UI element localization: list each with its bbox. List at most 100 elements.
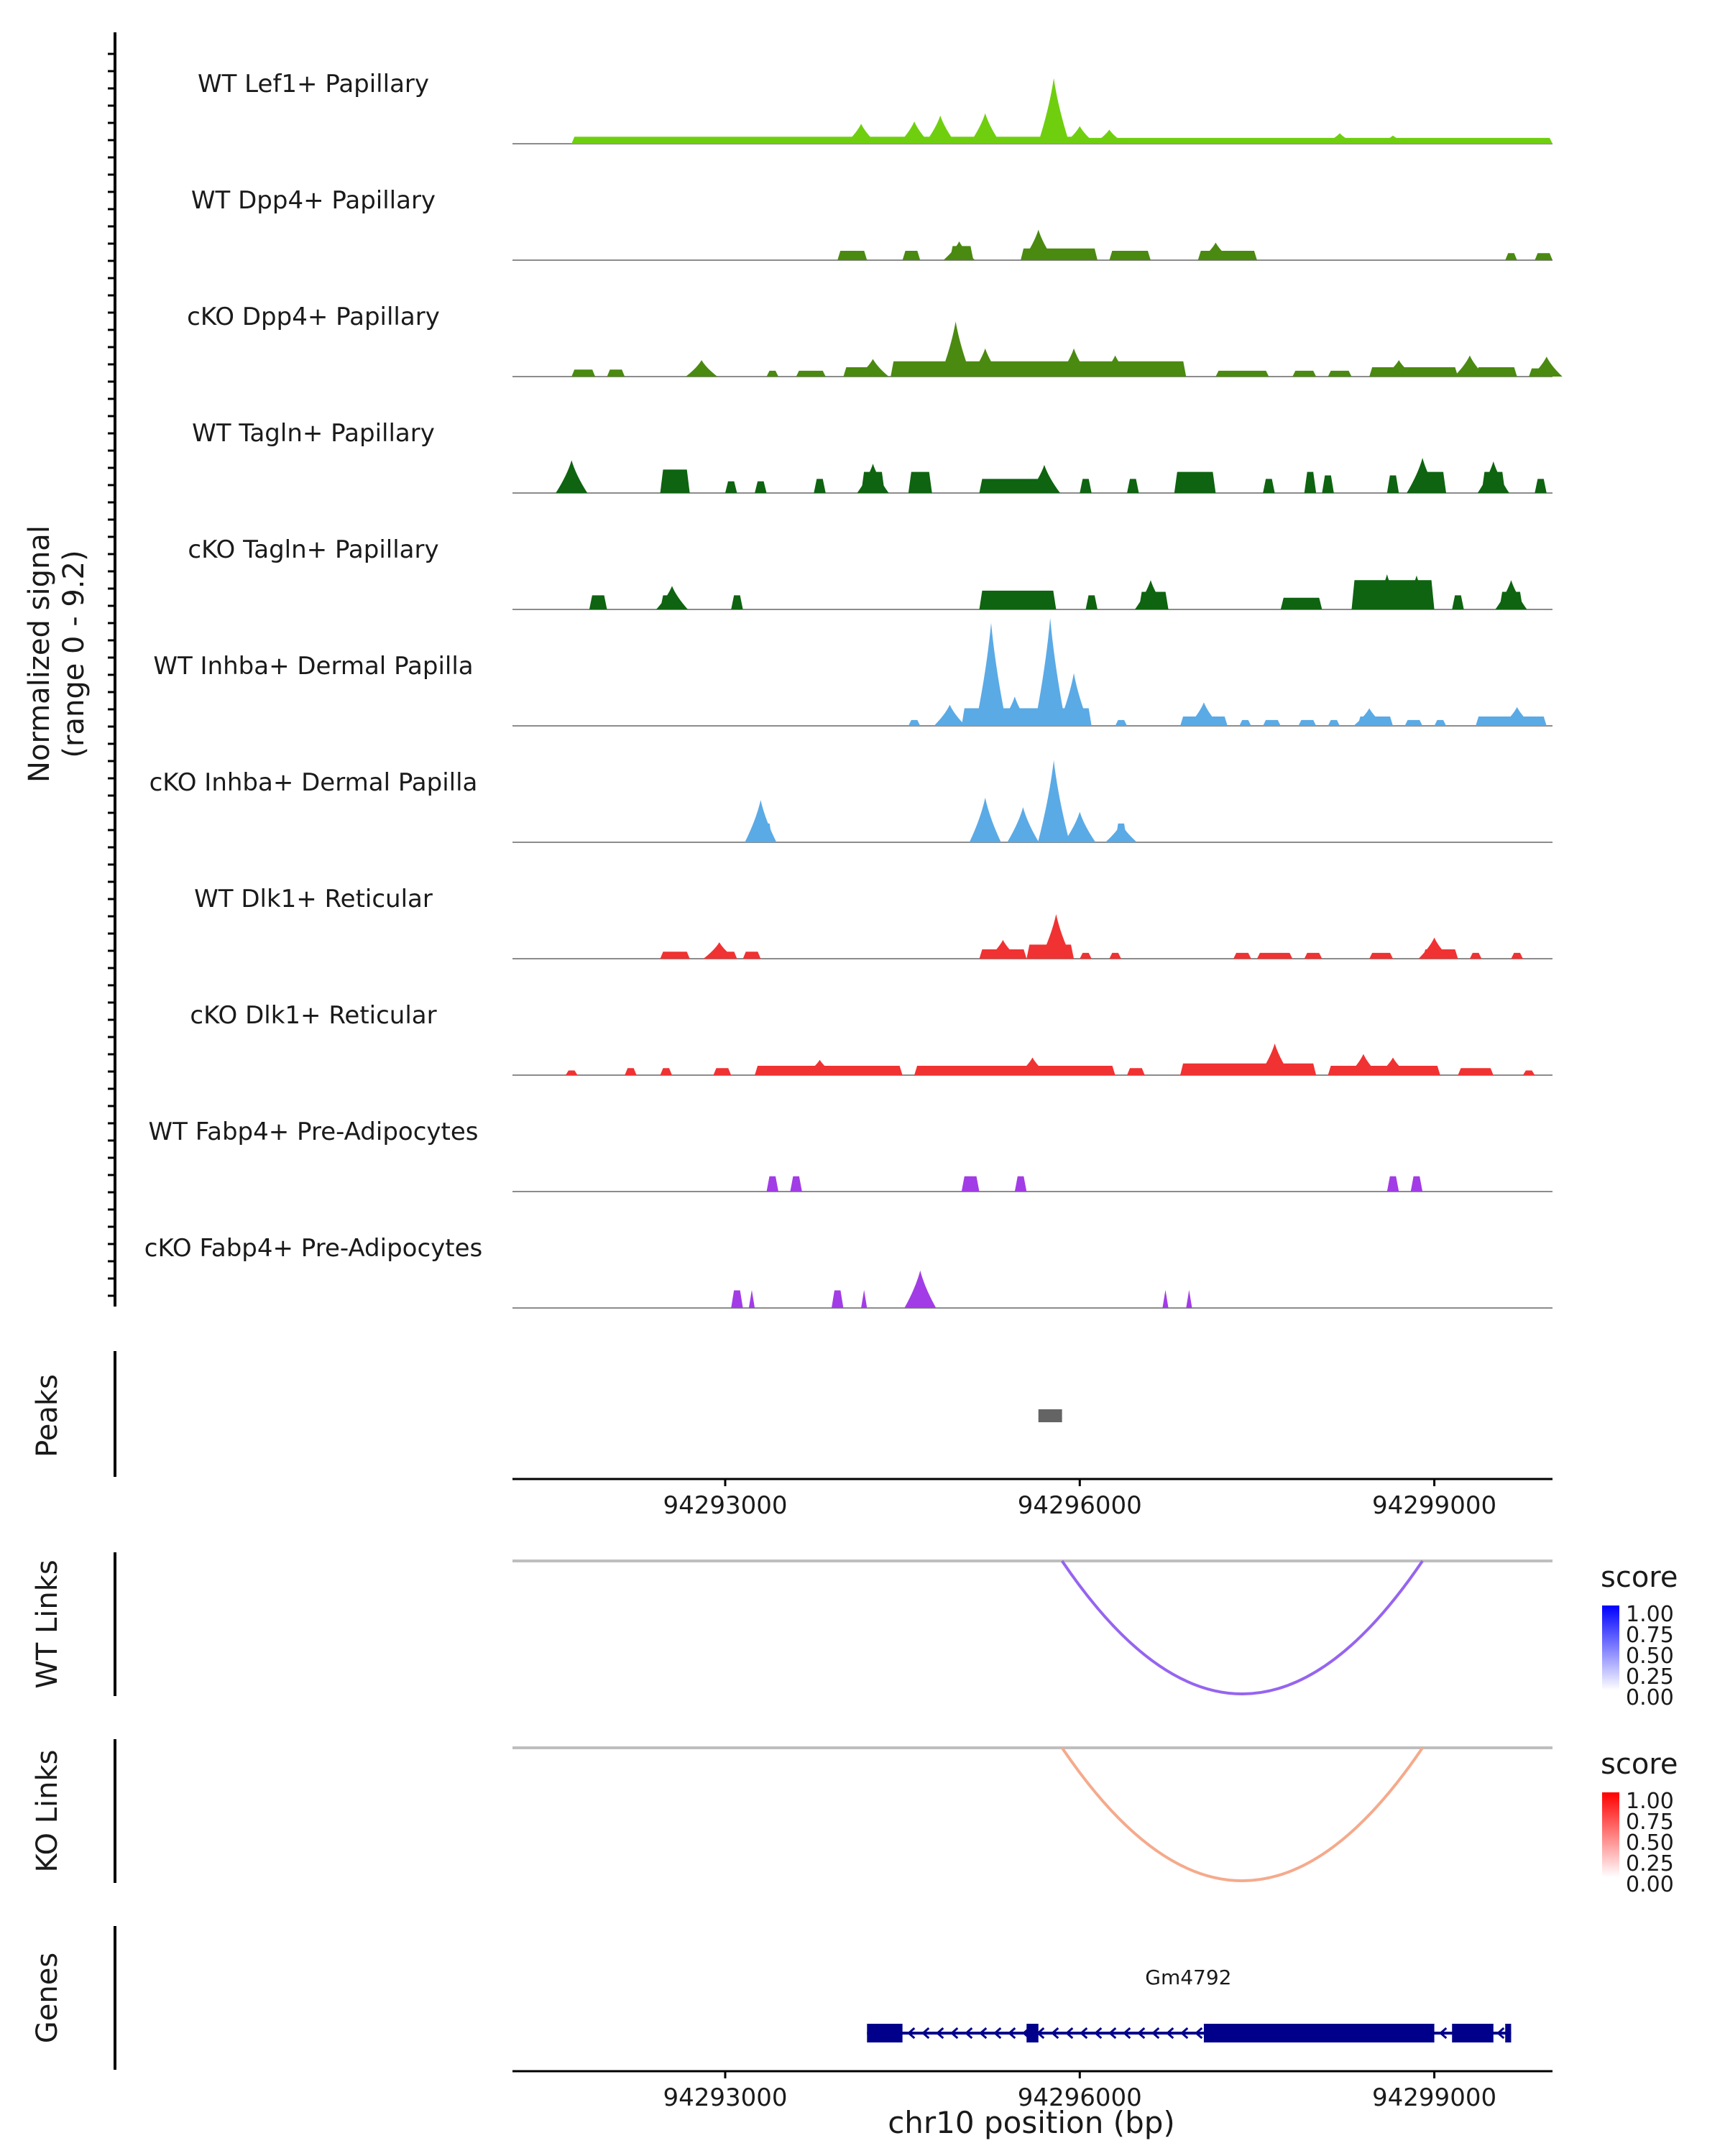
coverage-peak — [1105, 823, 1137, 842]
strand-arrow — [1137, 2027, 1146, 2040]
coverage-region — [908, 471, 932, 493]
legend-title: score — [1601, 1748, 1678, 1781]
coverage-peak — [686, 360, 718, 377]
coverage-track: WT Dlk1+ Reticular — [194, 885, 1552, 959]
link-arc — [1060, 1560, 1424, 1695]
legend-tick-label: 0.25 — [1626, 1851, 1674, 1876]
links-track-label: WT Links — [31, 1560, 64, 1688]
legend-tick-label: 0.75 — [1626, 1810, 1674, 1835]
legend-colorbar — [1602, 1606, 1619, 1690]
strand-arrow — [1180, 2027, 1189, 2040]
track-label: WT Tagln+ Papillary — [192, 419, 435, 448]
coverage-region — [790, 1176, 802, 1192]
coverage-region — [914, 1065, 1116, 1075]
coverage-peak — [939, 321, 972, 377]
coverage-region — [1174, 471, 1216, 493]
legend-tick-label: 0.00 — [1626, 1872, 1674, 1897]
coverage-region — [1162, 1290, 1169, 1308]
coverage-region — [1469, 952, 1482, 959]
coverage-region — [1080, 479, 1092, 493]
left-axes — [108, 32, 116, 2070]
coverage-peak — [556, 460, 588, 493]
coverage-region — [831, 1290, 844, 1308]
coverage-region — [1233, 952, 1251, 959]
coverage-region — [713, 1068, 732, 1075]
genes-track-label: Genes — [31, 1953, 64, 2043]
strand-arrow — [1065, 2027, 1074, 2040]
coverage-region — [1186, 1290, 1192, 1308]
coverage-peak — [1134, 580, 1167, 609]
coverage-region — [660, 952, 690, 959]
coverage-region — [1535, 479, 1547, 493]
gene-exon — [1203, 2024, 1435, 2042]
coverage-peak — [1407, 458, 1439, 493]
coverage-peak — [1377, 1057, 1409, 1075]
coverage-peak — [1353, 708, 1386, 726]
coverage-region — [796, 370, 826, 377]
x-axis-title: chr10 position (bp) — [888, 2105, 1175, 2140]
coverage-region — [1328, 370, 1352, 377]
coverage-region — [571, 137, 1080, 144]
coverage-region — [742, 952, 761, 959]
coverage-region — [1522, 1070, 1535, 1075]
coverage-peak — [1495, 580, 1527, 609]
coverage-peak — [1324, 133, 1356, 144]
legend-title: score — [1601, 1561, 1678, 1594]
coverage-peak — [857, 464, 889, 493]
coverage-region — [1215, 370, 1269, 377]
coverage-peak — [987, 939, 1019, 959]
coverage-region — [1115, 719, 1128, 726]
strand-arrow — [907, 2027, 916, 2040]
coverage-region — [1263, 479, 1275, 493]
coverage-track: cKO Fabp4+ Pre-Adipocytes — [144, 1234, 1552, 1309]
legend-colorbar — [1602, 1792, 1619, 1877]
coverage-peak — [1093, 129, 1126, 144]
coverage-peak — [975, 622, 1007, 726]
coverage-region — [607, 369, 625, 377]
coverage-region — [1292, 370, 1317, 377]
coverage-region — [1280, 597, 1322, 609]
strand-arrow — [1108, 2027, 1117, 2040]
coverage-peak — [845, 124, 878, 144]
coverage-peak — [1259, 1043, 1291, 1075]
coverage-peak — [1200, 242, 1232, 260]
coverage-region — [1452, 595, 1464, 609]
coverage-peak — [969, 113, 1001, 144]
coverage-peak — [1058, 348, 1090, 377]
strand-arrow — [1496, 2027, 1505, 2040]
x-tick-label: 94296000 — [1018, 1491, 1142, 1520]
coverage-peak — [1501, 706, 1533, 726]
track-label: WT Lef1+ Papillary — [198, 70, 429, 98]
coverage-region — [660, 1068, 672, 1075]
coverage-peak — [924, 115, 957, 144]
track-label: cKO Dpp4+ Papillary — [187, 303, 440, 331]
coverage-region — [589, 595, 607, 609]
coverage-region — [748, 1290, 755, 1308]
links-track: KO Links score 1.000.750.500.250.00 — [31, 1746, 1678, 1897]
coverage-peak — [1383, 360, 1415, 377]
coverage-peak — [1022, 229, 1054, 260]
coverage-peak — [857, 359, 889, 377]
coverage-region — [1369, 952, 1394, 959]
links-track: WT Links score 1.000.750.500.250.00 — [31, 1560, 1678, 1710]
gene-name: Gm4792 — [1145, 1966, 1231, 1989]
strand-arrow — [921, 2027, 930, 2040]
legend-tick-label: 0.50 — [1626, 1644, 1674, 1669]
coverage-region — [731, 1290, 743, 1308]
coverage-region — [724, 481, 737, 493]
coverage-peak — [1064, 126, 1096, 144]
coverage-region — [1239, 719, 1251, 726]
peak-interval — [1038, 1409, 1062, 1422]
coverage-peak — [934, 704, 966, 726]
gene-model: Gm4792 — [867, 1966, 1512, 2042]
x-tick-label: 94293000 — [663, 2083, 787, 2112]
link-arc — [1060, 1746, 1424, 1882]
coverage-panel: WT Lef1+ Papillary WT Dpp4+ Papillary cKO … — [144, 70, 1563, 1309]
coverage-region — [766, 1176, 778, 1192]
coverage-region — [1127, 479, 1139, 493]
track-label: WT Inhba+ Dermal Papilla — [153, 652, 473, 681]
track-label: WT Fabp4+ Pre-Adipocytes — [149, 1118, 479, 1146]
coverage-region — [1109, 250, 1151, 260]
coverage-peak — [1477, 461, 1509, 493]
y-axis-title-line2: (range 0 - 9.2) — [58, 550, 91, 757]
